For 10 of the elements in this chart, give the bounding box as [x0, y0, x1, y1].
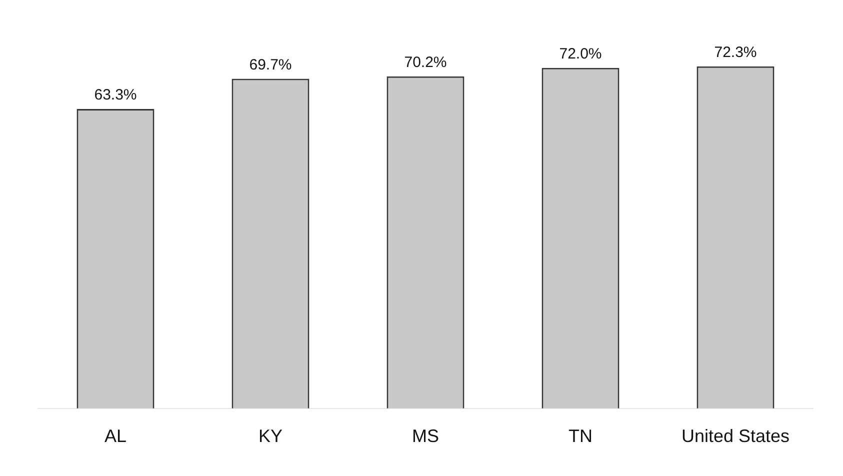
data-label: 70.2%: [404, 54, 447, 71]
x-tick-label: TN: [568, 426, 592, 446]
x-tick-label: KY: [258, 426, 283, 446]
data-label: 72.0%: [559, 45, 602, 62]
data-label: 69.7%: [249, 56, 292, 74]
x-tick-label: United States: [681, 426, 790, 446]
x-tick-label: MS: [412, 426, 439, 446]
x-tick-label: AL: [104, 426, 127, 446]
data-label: 63.3%: [94, 86, 137, 104]
data-label: 72.3%: [714, 44, 757, 62]
